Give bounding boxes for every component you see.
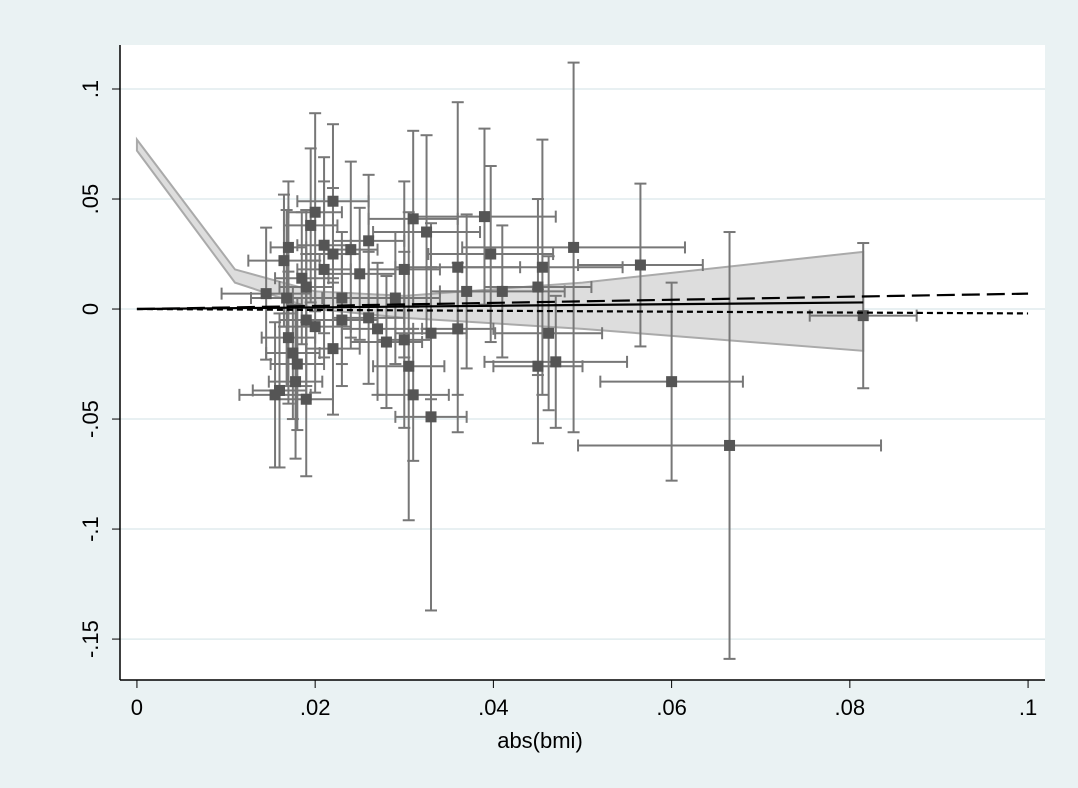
point: [345, 244, 357, 256]
point: [568, 241, 580, 253]
point: [336, 314, 348, 326]
point: [485, 248, 497, 260]
point: [857, 310, 869, 322]
point: [327, 343, 339, 355]
point: [666, 376, 678, 388]
point: [363, 312, 375, 324]
point: [287, 347, 299, 359]
point: [309, 321, 321, 333]
point: [532, 360, 544, 372]
y-tick-label: .1: [78, 80, 103, 98]
x-axis-title: abs(bmi): [497, 728, 583, 753]
y-tick-label: 0: [78, 303, 103, 315]
point: [421, 226, 433, 238]
fit-line: [136, 301, 864, 311]
point: [296, 272, 308, 284]
point: [724, 439, 736, 451]
point: [318, 239, 330, 251]
point: [278, 255, 290, 267]
point: [300, 393, 312, 405]
point: [425, 411, 437, 423]
point: [452, 261, 464, 273]
point: [336, 292, 348, 304]
point: [407, 389, 419, 401]
point: [282, 332, 294, 344]
point: [389, 292, 401, 304]
y-tick-label: .05: [78, 184, 103, 215]
point: [372, 323, 384, 335]
point: [398, 334, 410, 346]
point: [327, 195, 339, 207]
y-tick-label: -.15: [78, 620, 103, 658]
point: [260, 288, 272, 300]
point: [425, 327, 437, 339]
point: [354, 268, 366, 280]
x-tick-label: 0: [131, 695, 143, 720]
point: [634, 259, 646, 271]
point: [380, 336, 392, 348]
point: [300, 281, 312, 293]
y-tick-label: -.05: [78, 400, 103, 438]
point: [478, 211, 490, 223]
x-tick-label: .08: [835, 695, 866, 720]
point: [536, 261, 548, 273]
point: [327, 248, 339, 260]
point: [291, 358, 303, 370]
point: [318, 263, 330, 275]
y-tick-label: -.1: [78, 516, 103, 542]
point: [461, 285, 473, 297]
point: [300, 314, 312, 326]
fit-line: [136, 292, 1029, 311]
point: [403, 360, 415, 372]
point: [452, 323, 464, 335]
point: [281, 292, 293, 304]
fit-line: [136, 307, 1029, 315]
point: [543, 327, 555, 339]
point: [550, 356, 562, 368]
point: [496, 285, 508, 297]
point: [305, 219, 317, 231]
point: [282, 241, 294, 253]
point: [363, 235, 375, 247]
x-tick-label: .1: [1019, 695, 1037, 720]
point: [269, 389, 281, 401]
point: [398, 263, 410, 275]
point: [309, 206, 321, 218]
x-tick-label: .02: [300, 695, 331, 720]
point: [532, 281, 544, 293]
x-tick-label: .04: [478, 695, 509, 720]
x-tick-label: .06: [656, 695, 687, 720]
point: [407, 213, 419, 225]
point: [290, 376, 302, 388]
